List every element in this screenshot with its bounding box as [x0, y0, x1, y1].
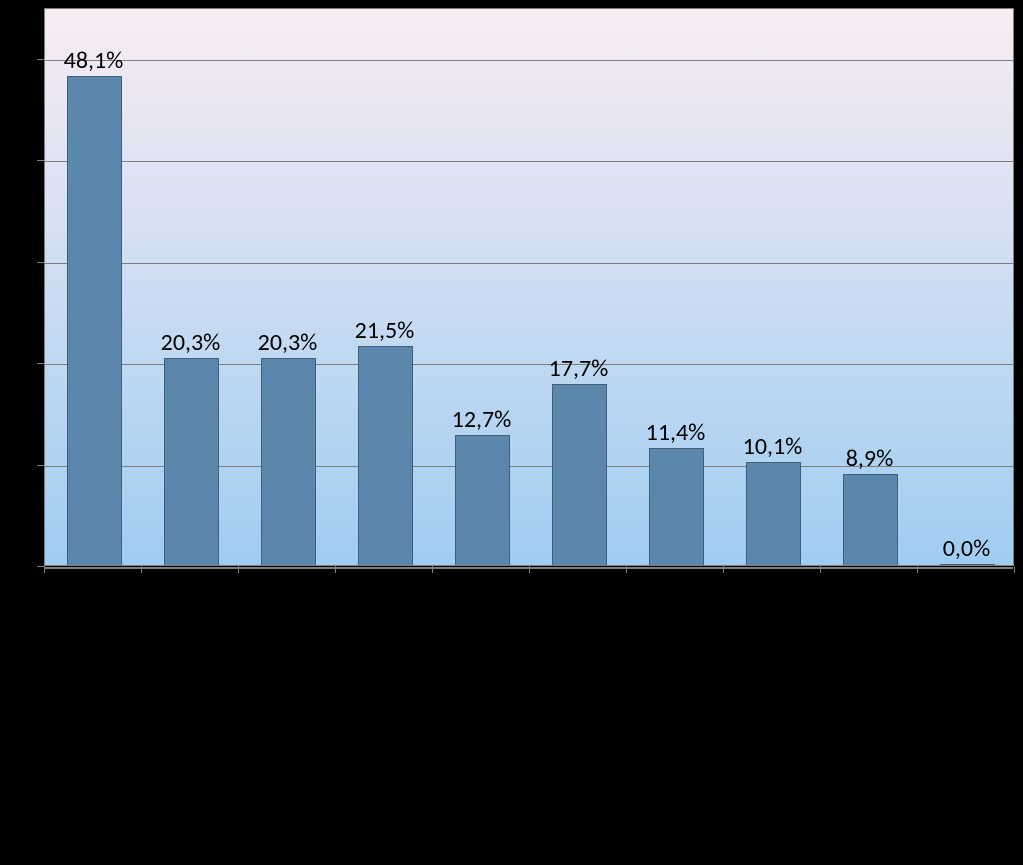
bar — [746, 462, 801, 565]
y-tick-label: 40% — [3, 149, 34, 171]
x-tick-mark — [141, 566, 142, 573]
x-tick-label: PR — [228, 578, 793, 865]
y-tick-label: 0% — [12, 555, 34, 577]
x-tick-label: Reklamfilm — [29, 578, 114, 663]
bar-value-label: 8,9% — [846, 444, 893, 473]
y-tick-mark — [37, 160, 44, 161]
y-tick-mark — [37, 566, 44, 567]
bar — [164, 358, 219, 565]
x-tick-mark — [432, 566, 433, 573]
bar — [261, 358, 316, 565]
x-tick-mark — [1014, 566, 1015, 573]
gridline — [45, 60, 1013, 61]
bar — [940, 564, 995, 565]
bar — [843, 474, 898, 565]
bar-value-label: 48,1% — [64, 46, 124, 75]
bar-value-label: 21,5% — [355, 316, 415, 345]
y-tick-mark — [37, 262, 44, 263]
x-tick-mark — [723, 566, 724, 573]
x-tick-mark — [44, 566, 45, 573]
bar — [358, 346, 413, 565]
bar — [649, 448, 704, 565]
x-tick-mark — [820, 566, 821, 573]
y-tick-label: 10% — [3, 454, 34, 476]
x-tick-mark — [335, 566, 336, 573]
bar — [67, 76, 122, 565]
gridline — [45, 161, 1013, 162]
y-tick-mark — [37, 363, 44, 364]
x-tick-mark — [917, 566, 918, 573]
bar-value-label: 0,0% — [943, 534, 990, 563]
bar-value-label: 17,7% — [549, 354, 609, 383]
y-tick-mark — [37, 465, 44, 466]
x-tick-mark — [626, 566, 627, 573]
y-tick-label: 30% — [3, 251, 34, 273]
x-tick-mark — [238, 566, 239, 573]
y-tick-mark — [37, 59, 44, 60]
bar-value-label: 11,4% — [646, 418, 706, 447]
bar-value-label: 12,7% — [452, 405, 512, 434]
bar-value-label: 20,3% — [161, 328, 221, 357]
gridline — [45, 263, 1013, 264]
plot-area: 48,1% 20,3% 20,3% 21,5% 12,7% 17,7% 11,4% 10,1%… — [44, 8, 1014, 566]
x-tick-label: Event — [86, 578, 308, 800]
bar — [552, 384, 607, 565]
bar — [455, 435, 510, 565]
y-tick-label: 50% — [3, 48, 34, 70]
x-tick-mark — [529, 566, 530, 573]
y-tick-label: 20% — [3, 352, 34, 374]
bar-value-label: 10,1% — [743, 432, 803, 461]
chart-stage: 48,1% 20,3% 20,3% 21,5% 12,7% 17,7% 11,4% 10,1%… — [0, 0, 1023, 865]
bar-value-label: 20,3% — [258, 328, 318, 357]
